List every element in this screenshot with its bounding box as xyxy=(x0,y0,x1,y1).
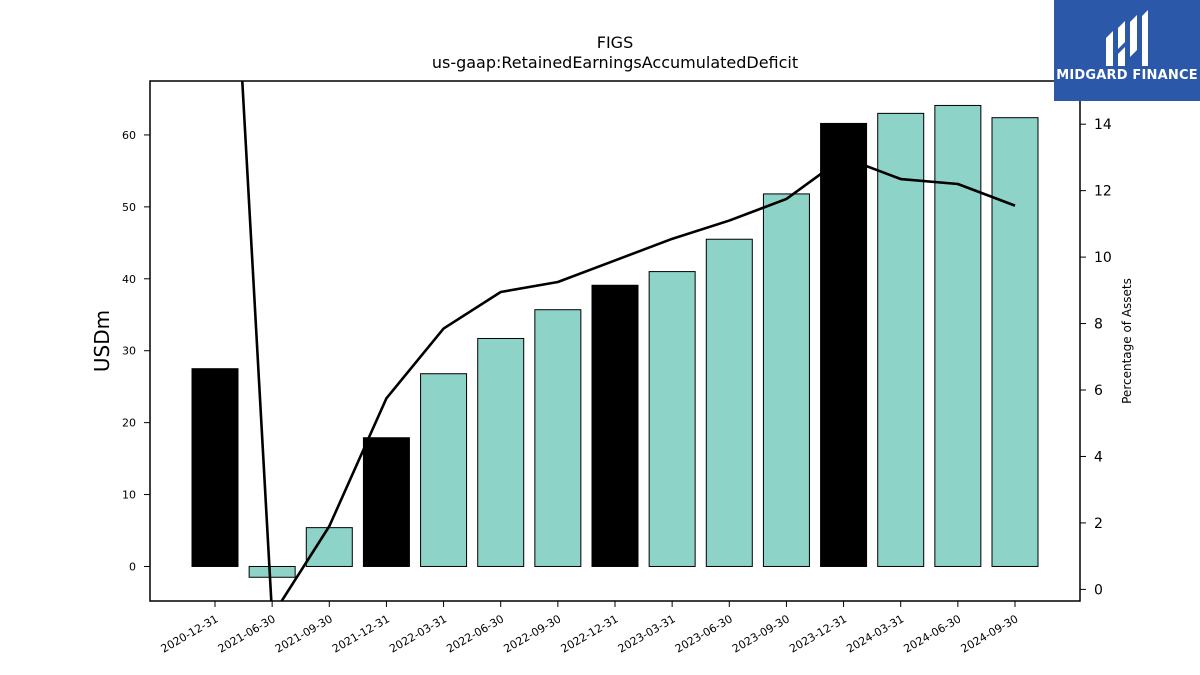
y2-tick-label: 10 xyxy=(1094,250,1112,266)
logo-text: MIDGARD FINANCE xyxy=(1056,68,1198,83)
bar-2023-09-30 xyxy=(762,193,810,567)
y2-tick-label: 0 xyxy=(1094,582,1103,598)
bar-2022-09-30 xyxy=(534,309,582,567)
percentage-line xyxy=(240,81,1016,601)
x-tick-label: 2022-03-31 xyxy=(387,612,449,655)
bar-2022-03-31 xyxy=(420,373,468,567)
y2-tick-label: 6 xyxy=(1094,383,1103,399)
x-tick-label: 2024-03-31 xyxy=(844,612,906,655)
bar-2020-12-31 xyxy=(191,368,239,567)
y2-axis-label: Percentage of Assets xyxy=(1120,278,1134,404)
y2-tick-label: 14 xyxy=(1094,117,1112,133)
x-tick-label: 2024-09-30 xyxy=(959,612,1021,655)
x-tick-label: 2022-09-30 xyxy=(501,612,563,655)
y-tick-label: 0 xyxy=(129,560,136,573)
y-tick-label: 60 xyxy=(122,129,136,142)
bar-2021-06-30 xyxy=(248,565,296,578)
y2-tick-label: 12 xyxy=(1094,184,1112,200)
chart-subtitle: us-gaap:RetainedEarningsAccumulatedDefic… xyxy=(432,53,798,72)
bar-2023-12-31 xyxy=(820,122,868,567)
midgard-logo-icon xyxy=(1106,10,1148,66)
y2-tick-label: 8 xyxy=(1094,317,1103,333)
bar-2024-09-30 xyxy=(991,117,1039,567)
y-tick-label: 30 xyxy=(122,345,136,358)
x-tick-label: 2023-09-30 xyxy=(730,612,792,655)
plot-area xyxy=(191,81,1039,601)
bar-2021-12-31 xyxy=(362,437,410,567)
x-tick-label: 2021-06-30 xyxy=(216,612,278,655)
x-tick-label: 2023-06-30 xyxy=(673,612,735,655)
x-tick-label: 2021-09-30 xyxy=(273,612,335,655)
y-tick-label: 40 xyxy=(122,273,136,286)
bar-2022-06-30 xyxy=(477,337,525,567)
x-tick-label: 2023-12-31 xyxy=(787,612,849,655)
bar-2022-12-31 xyxy=(591,284,639,567)
x-tick-label: 2024-06-30 xyxy=(901,612,963,655)
bar-2023-03-31 xyxy=(648,271,696,567)
x-tick-label: 2022-12-31 xyxy=(559,612,621,655)
y2-tick-label: 2 xyxy=(1094,516,1103,532)
bar-2023-06-30 xyxy=(705,238,753,567)
x-tick-label: 2021-12-31 xyxy=(330,612,392,655)
y-tick-label: 10 xyxy=(122,489,136,502)
y-axis-label: USDm xyxy=(90,310,114,372)
bar-2021-09-30 xyxy=(305,527,353,567)
x-tick-label: 2020-12-31 xyxy=(159,612,221,655)
midgard-finance-logo: MIDGARD FINANCE xyxy=(1054,0,1200,101)
y2-tick-label: 4 xyxy=(1094,449,1103,465)
bar-2024-03-31 xyxy=(877,112,925,567)
x-tick-label: 2023-03-31 xyxy=(616,612,678,655)
x-tick-label: 2022-06-30 xyxy=(444,612,506,655)
y-tick-label: 50 xyxy=(122,201,136,214)
chart-title: FIGS xyxy=(597,33,633,52)
y-tick-label: 20 xyxy=(122,417,136,430)
bar-2024-06-30 xyxy=(934,104,982,567)
